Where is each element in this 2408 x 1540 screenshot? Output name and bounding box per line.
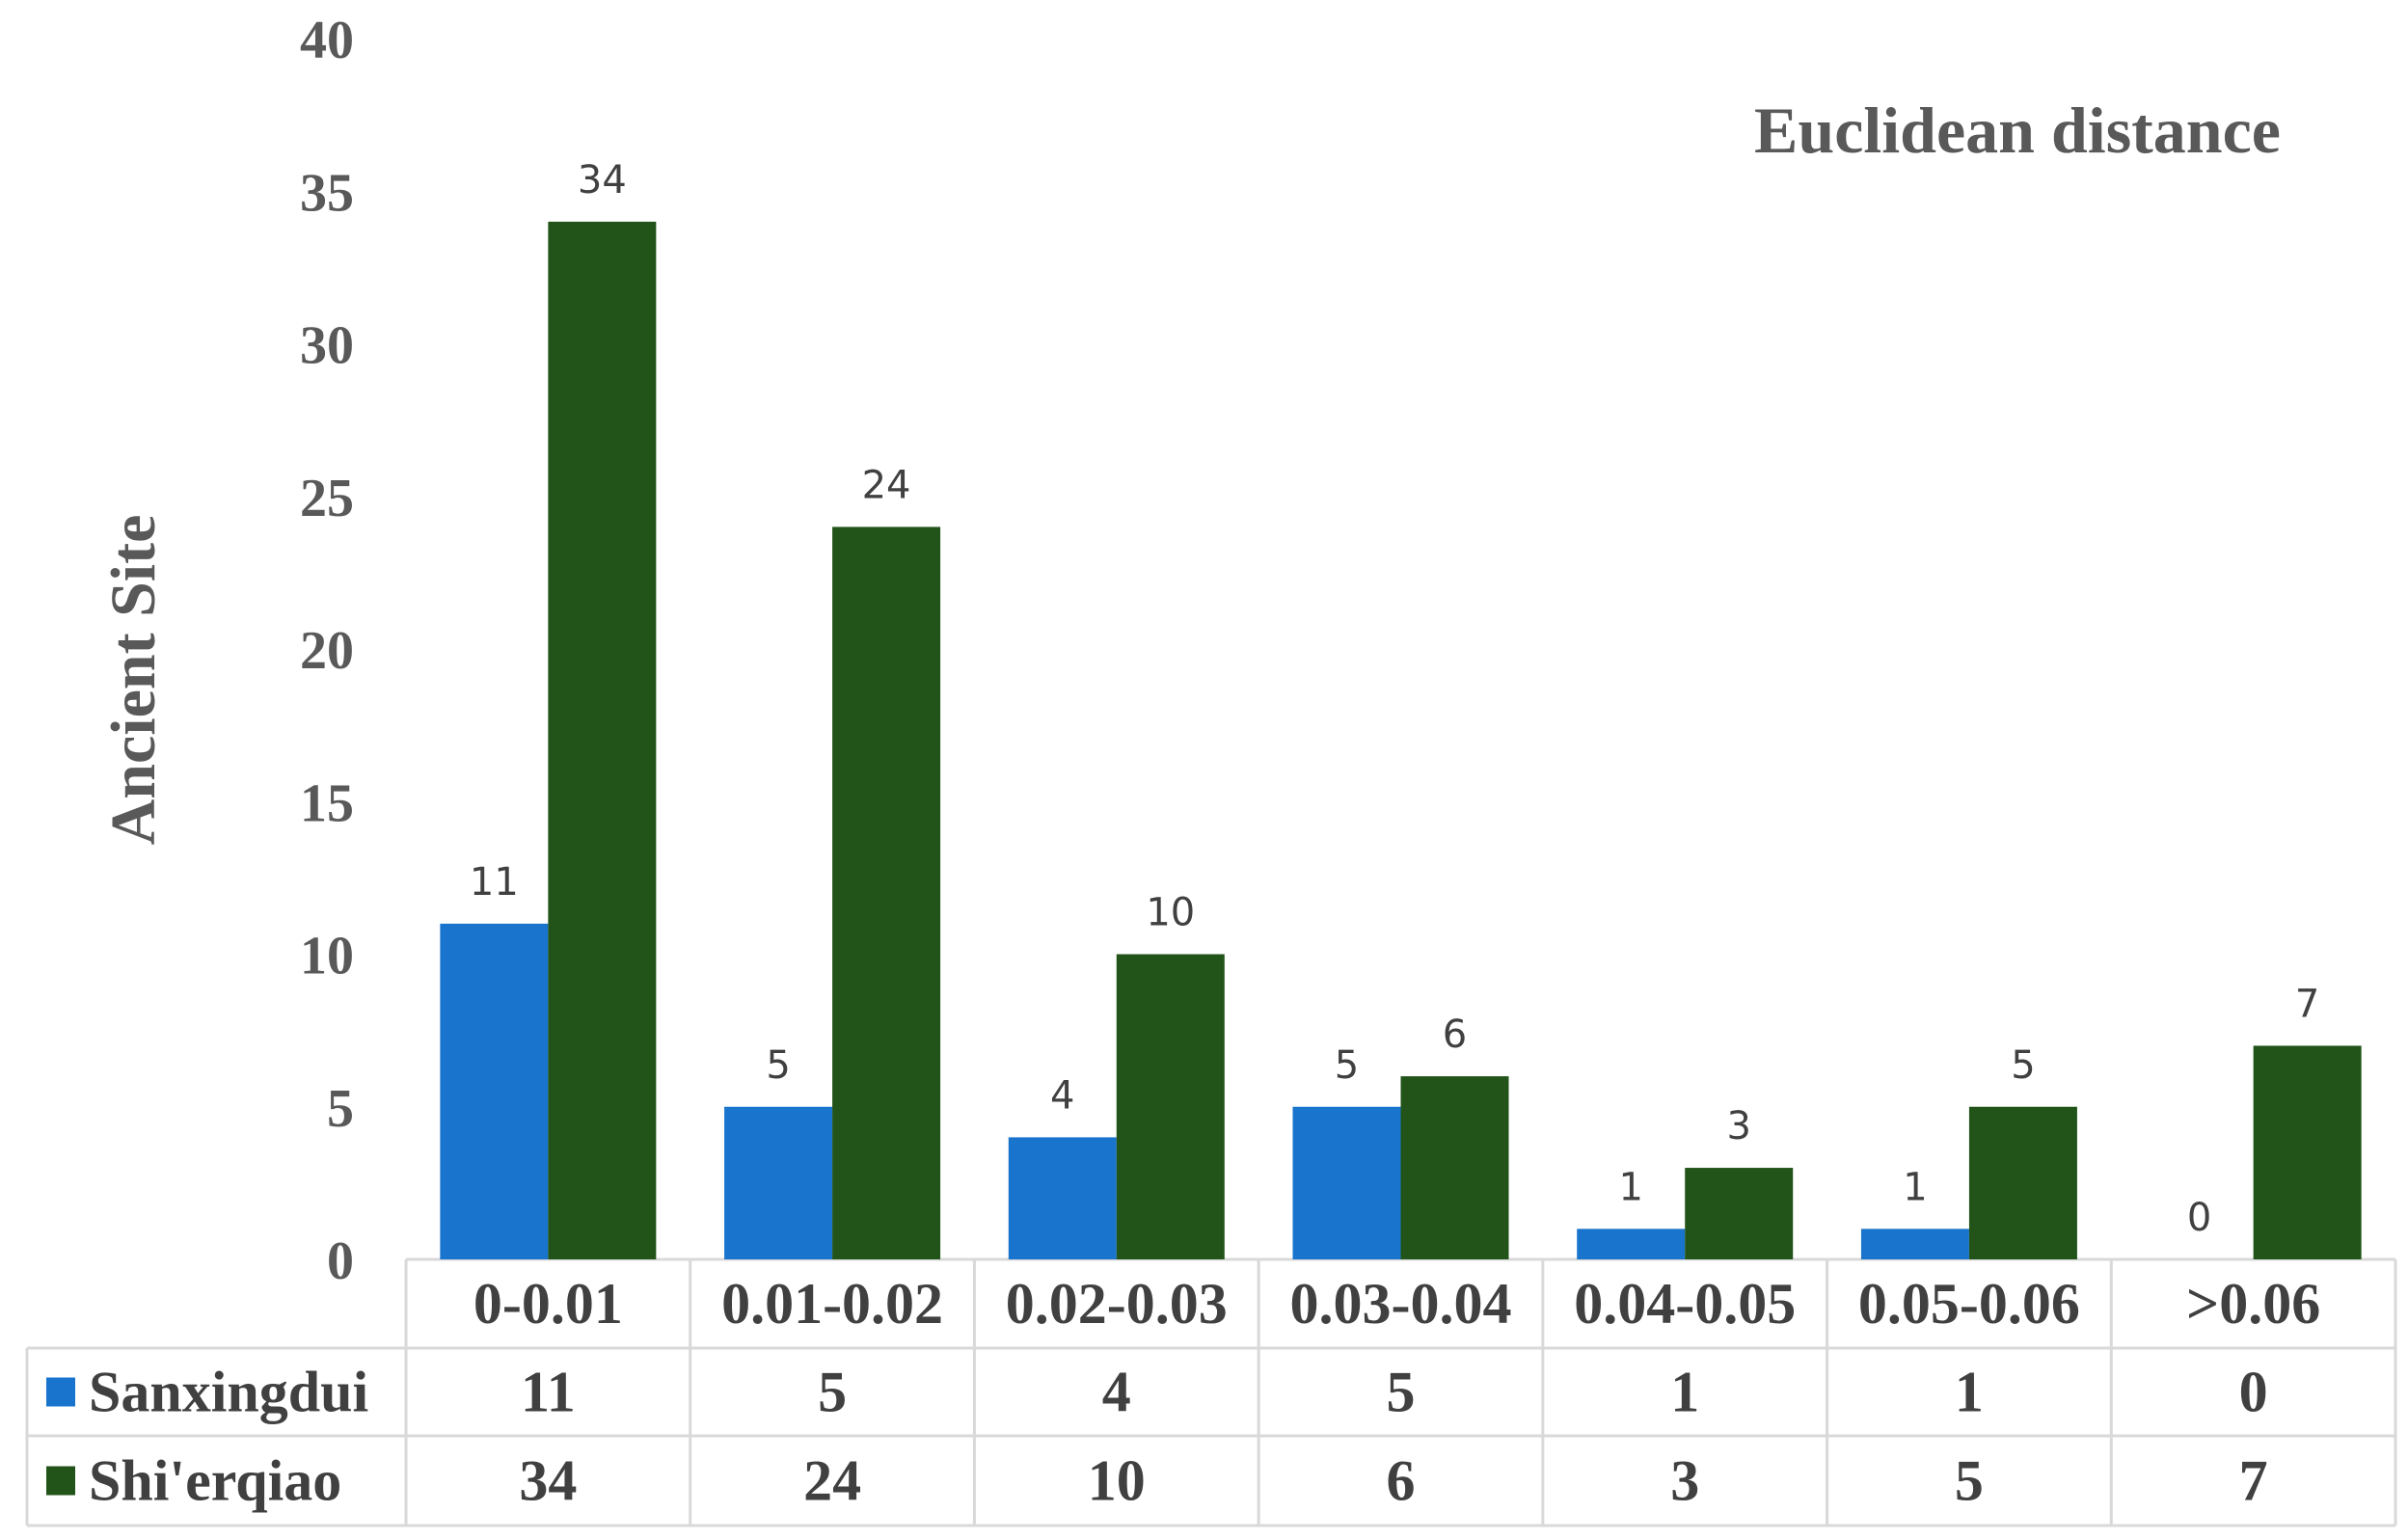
table-cell: 1 (1955, 1361, 1984, 1424)
bar-shierqiao (1116, 954, 1225, 1259)
data-table: 0-0.01 0.01-0.02 0.02-0.03 0.03-0.04 0.04-0.… (46, 1272, 2320, 1513)
bar-shierqiao (1968, 1106, 2077, 1259)
data-label: 5 (766, 1043, 790, 1088)
y-tick-label: 15 (300, 773, 354, 833)
y-tick-label: 40 (300, 11, 354, 70)
category-label: 0-0.01 (473, 1272, 623, 1336)
bar-sanxingdui (724, 1106, 833, 1259)
bar-shierqiao (548, 221, 657, 1259)
table-cell: 11 (521, 1361, 576, 1424)
table-cell: 6 (1387, 1449, 1416, 1513)
data-label: 11 (470, 860, 519, 905)
y-tick-label: 5 (327, 1079, 354, 1139)
data-label: 24 (862, 463, 911, 507)
bar-shierqiao (832, 527, 941, 1259)
y-tick-label: 25 (300, 469, 354, 528)
series-name: Sanxingdui (89, 1361, 368, 1424)
bar-shierqiao (1685, 1168, 1794, 1259)
category-label: 0.04-0.05 (1574, 1272, 1796, 1336)
bar-sanxingdui (1577, 1229, 1686, 1259)
data-label: 10 (1146, 891, 1195, 935)
category-label: 0.03-0.04 (1290, 1272, 1512, 1336)
bar-sanxingdui (1008, 1137, 1117, 1259)
table-cell: 1 (1670, 1361, 1699, 1424)
bar-sanxingdui (440, 923, 549, 1259)
chart-title: Euclidean distance (1754, 94, 2281, 167)
table-cell: 5 (1387, 1361, 1416, 1424)
data-label: 4 (1050, 1073, 1074, 1118)
category-label: 0.02-0.03 (1006, 1272, 1228, 1336)
series-name: Shi'erqiao (89, 1449, 341, 1513)
table-cell: 10 (1088, 1449, 1146, 1513)
bar-shierqiao (1400, 1076, 1509, 1259)
y-tick-label: 20 (300, 621, 354, 681)
legend-swatch (46, 1466, 75, 1496)
data-label: 1 (1618, 1165, 1642, 1209)
table-cell: 3 (1670, 1449, 1699, 1513)
bars (440, 221, 2362, 1259)
bar-shierqiao (2253, 1045, 2362, 1259)
data-label: 1 (1903, 1165, 1927, 1209)
table-cell: 0 (2239, 1361, 2268, 1424)
bar-sanxingdui (1860, 1229, 1969, 1259)
data-label: 3 (1726, 1104, 1750, 1148)
data-label: 0 (2187, 1196, 2211, 1240)
y-tick-label: 0 (327, 1231, 354, 1291)
table-cell: 4 (1102, 1361, 1131, 1424)
data-label: 5 (2011, 1043, 2035, 1088)
y-tick-label: 35 (300, 163, 354, 223)
table-cell: 7 (2239, 1449, 2268, 1513)
y-axis-label: Ancient Site (98, 515, 169, 846)
category-label: 0.01-0.02 (721, 1272, 943, 1336)
data-label: 34 (578, 158, 627, 203)
category-label: >0.06 (2186, 1272, 2320, 1336)
bar-sanxingdui (1292, 1106, 1401, 1259)
table-cell: 5 (1955, 1449, 1984, 1513)
legend-swatch (46, 1377, 75, 1407)
data-label: 7 (2295, 982, 2319, 1026)
y-tick-label: 30 (300, 316, 354, 376)
data-label: 6 (1443, 1013, 1467, 1057)
data-labels: 11 34 5 24 4 10 5 6 1 3 1 5 0 7 (470, 158, 2319, 1240)
data-label: 5 (1335, 1043, 1359, 1088)
table-cell: 34 (519, 1449, 577, 1513)
table-cell: 5 (818, 1361, 847, 1424)
category-label: 0.05-0.06 (1858, 1272, 2080, 1336)
table-cell: 24 (803, 1449, 861, 1513)
y-axis-ticks: 0 5 10 15 20 25 30 35 40 (300, 11, 354, 1291)
y-tick-label: 10 (300, 927, 354, 986)
